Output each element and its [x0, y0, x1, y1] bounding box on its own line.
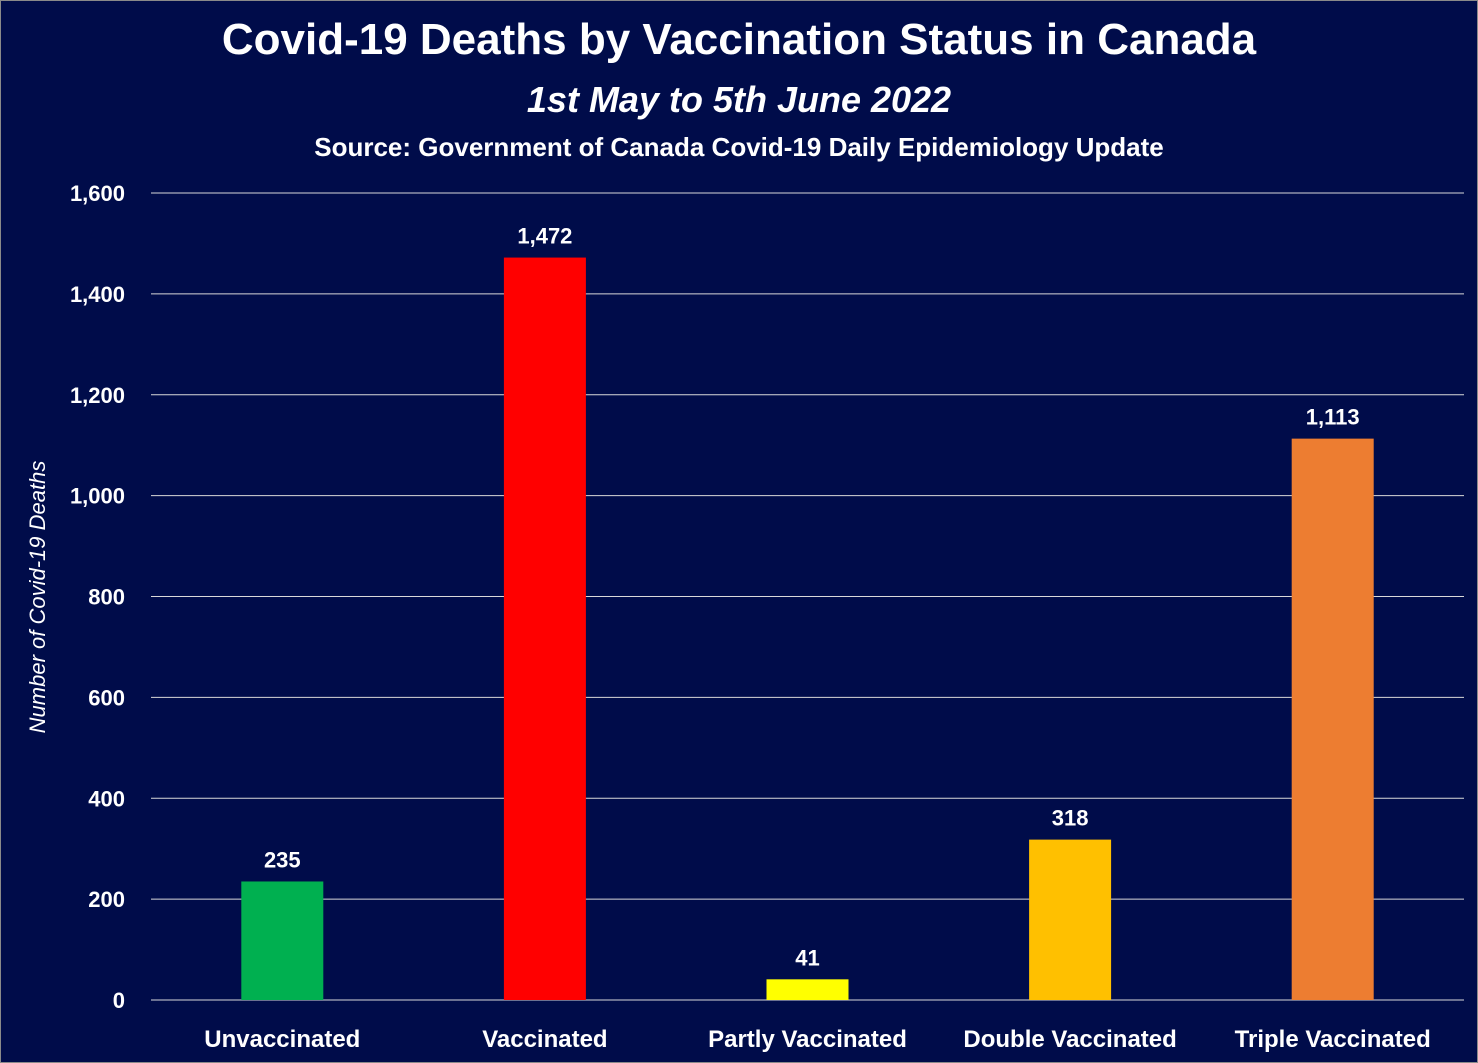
x-tick-label: Vaccinated — [482, 1026, 607, 1053]
y-tick-label: 600 — [88, 685, 125, 710]
data-label: 1,472 — [517, 224, 572, 249]
bar — [766, 979, 849, 1000]
chart-subtitle: 1st May to 5th June 2022 — [526, 79, 952, 120]
y-tick-label: 1,200 — [70, 383, 125, 408]
x-tick-label: Double Vaccinated — [963, 1026, 1176, 1053]
data-label: 235 — [264, 847, 301, 872]
chart-title: Covid-19 Deaths by Vaccination Status in… — [221, 15, 1257, 64]
data-label: 318 — [1052, 806, 1089, 831]
y-tick-label: 200 — [88, 887, 125, 912]
bar — [503, 257, 586, 1000]
y-tick-label: 1,000 — [70, 484, 125, 509]
data-label: 1,113 — [1306, 405, 1360, 430]
chart-source: Source: Government of Canada Covid-19 Da… — [314, 132, 1164, 162]
bar — [1291, 438, 1374, 1000]
y-tick-label: 400 — [88, 786, 125, 811]
bar — [1029, 839, 1112, 1000]
y-tick-label: 0 — [113, 988, 125, 1013]
y-tick-label: 1,600 — [70, 181, 125, 206]
x-tick-label: Partly Vaccinated — [708, 1026, 907, 1053]
bar — [241, 881, 324, 1000]
y-tick-label: 800 — [88, 585, 125, 610]
x-tick-label: Triple Vaccinated — [1235, 1026, 1431, 1053]
y-tick-label: 1,400 — [70, 282, 125, 307]
data-label: 41 — [795, 945, 819, 970]
x-tick-label: Unvaccinated — [204, 1026, 360, 1053]
